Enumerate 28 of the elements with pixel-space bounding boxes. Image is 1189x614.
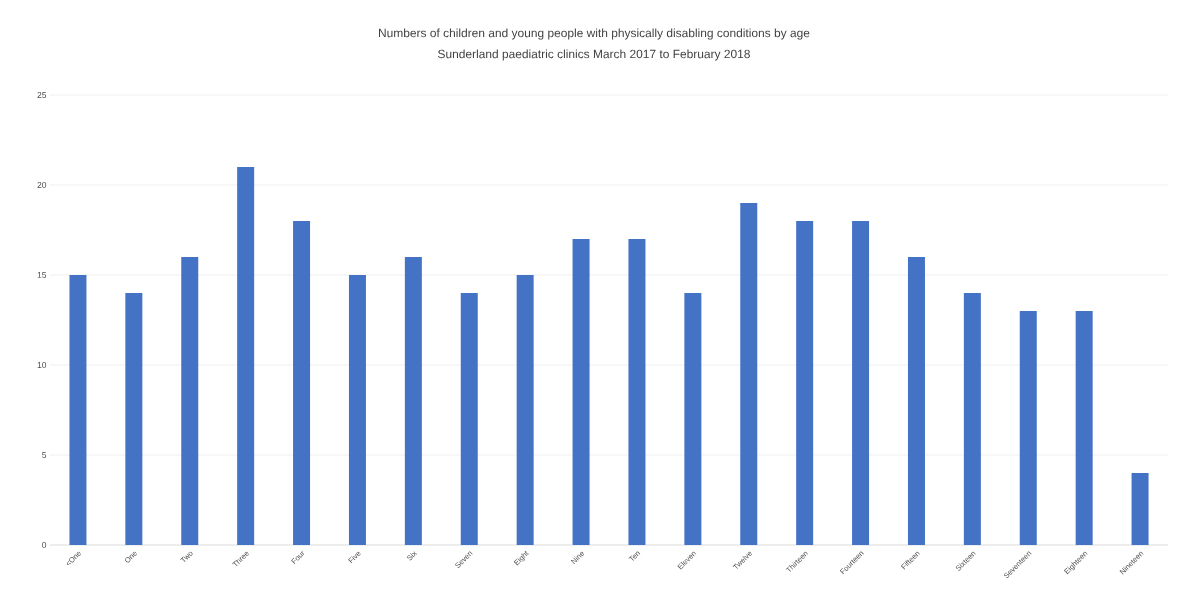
bar xyxy=(460,293,478,545)
y-tick-label: 0 xyxy=(42,542,47,548)
bar xyxy=(907,257,925,545)
bar xyxy=(125,293,143,545)
bar xyxy=(684,293,702,545)
bar xyxy=(1075,311,1093,545)
bar xyxy=(69,275,87,545)
bar xyxy=(516,275,534,545)
bar xyxy=(404,257,422,545)
bar xyxy=(181,257,199,545)
y-tick-label: 20 xyxy=(37,182,47,188)
y-tick-label: 5 xyxy=(42,452,47,458)
bar xyxy=(1131,473,1149,545)
bar xyxy=(293,221,311,545)
bar xyxy=(348,275,366,545)
bar xyxy=(740,203,758,545)
bar xyxy=(852,221,870,545)
bar xyxy=(796,221,814,545)
bar xyxy=(572,239,590,545)
chart-subtitle: Sunderland paediatric clinics March 2017 to February 2018 xyxy=(438,49,750,61)
y-tick-label: 10 xyxy=(37,362,47,368)
bar xyxy=(963,293,981,545)
bar xyxy=(628,239,646,545)
bar xyxy=(237,167,255,545)
y-tick-label: 25 xyxy=(37,92,47,98)
y-tick-label: 15 xyxy=(37,272,47,278)
bar xyxy=(1019,311,1037,545)
chart-title: Numbers of children and young people with physically disabling conditions by age xyxy=(379,28,810,40)
